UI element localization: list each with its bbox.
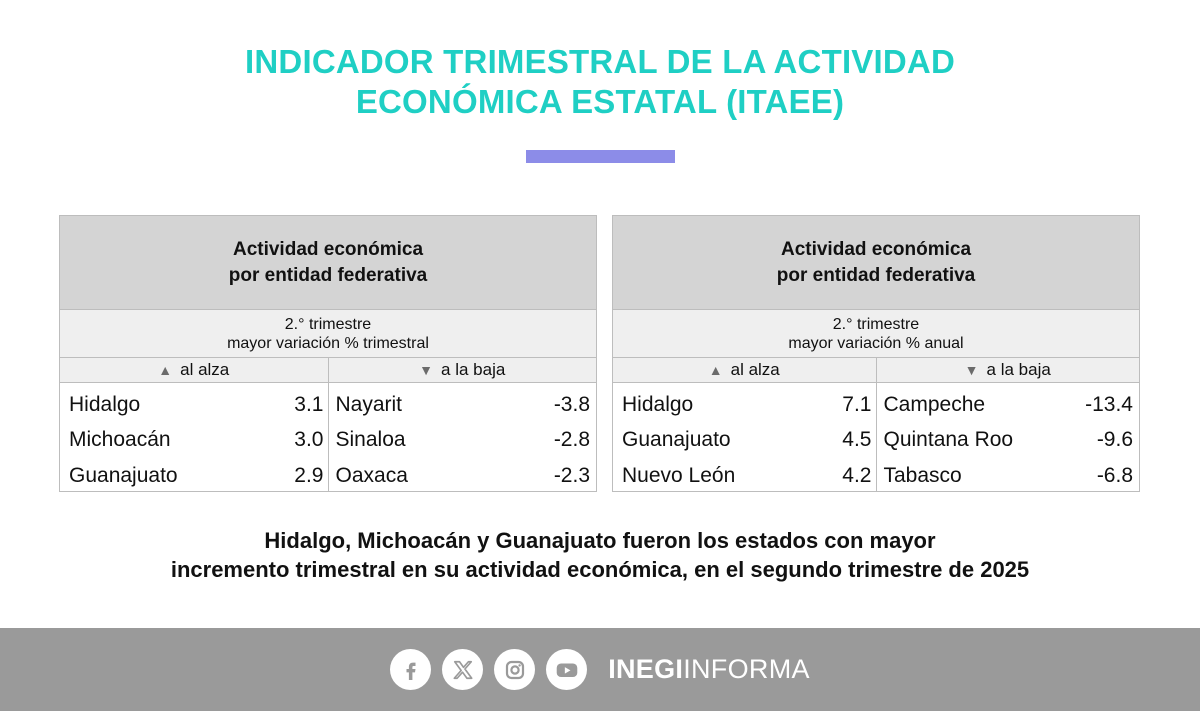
table-row: Quintana Roo -9.6 (877, 423, 1140, 459)
table-header-line-2: por entidad federativa (776, 264, 976, 286)
state-name: Hidalgo (622, 392, 694, 416)
up-column-header: ▲ al alza (60, 358, 328, 382)
table-header: Actividad económica por entidad federati… (60, 216, 596, 309)
state-value: -2.8 (553, 428, 590, 452)
data-grid: Hidalgo 7.1 Guanajuato 4.5 Nuevo León 4.… (613, 383, 1139, 491)
triangle-down-icon: ▼ (419, 362, 434, 378)
direction-row: ▲ al alza ▼ a la baja (613, 357, 1139, 383)
table-row: Hidalgo 7.1 (613, 387, 876, 423)
state-name: Hidalgo (69, 392, 141, 416)
table-row: Nuevo León 4.2 (613, 458, 876, 494)
state-value: -3.8 (553, 392, 590, 416)
state-name: Nayarit (335, 392, 403, 416)
brand-regular: INFORMA (683, 654, 810, 684)
facebook-icon[interactable] (390, 649, 432, 690)
quarterly-variation-table: Actividad económica por entidad federati… (59, 215, 597, 492)
x-icon[interactable] (442, 649, 484, 690)
up-column: Hidalgo 3.1 Michoacán 3.0 Guanajuato 2.9 (60, 383, 328, 491)
down-column: Campeche -13.4 Quintana Roo -9.6 Tabasco… (875, 383, 1140, 494)
instagram-icon[interactable] (494, 649, 536, 690)
up-label: al alza (180, 360, 230, 379)
state-value: 4.5 (842, 428, 872, 452)
state-value: 2.9 (294, 463, 324, 487)
table-header-line-1: Actividad económica (232, 238, 424, 260)
table-row: Oaxaca -2.3 (329, 458, 597, 494)
summary-note: Hidalgo, Michoacán y Guanajuato fueron l… (0, 526, 1200, 584)
state-value: -6.8 (1096, 463, 1133, 487)
state-value: -9.6 (1096, 428, 1133, 452)
down-column: Nayarit -3.8 Sinaloa -2.8 Oaxaca -2.3 (327, 383, 597, 494)
table-sub-line-2: mayor variación % trimestral (227, 334, 429, 352)
up-column: Hidalgo 7.1 Guanajuato 4.5 Nuevo León 4.… (613, 383, 876, 491)
down-column-header: ▼ a la baja (875, 358, 1140, 382)
triangle-down-icon: ▼ (964, 362, 979, 378)
state-value: -2.3 (553, 463, 590, 487)
table-row: Sinaloa -2.8 (329, 423, 597, 459)
down-label: a la baja (441, 360, 506, 379)
social-links: INEGIINFORMA (390, 649, 810, 690)
table-header-line-2: por entidad federativa (228, 264, 428, 286)
title-divider (526, 150, 675, 163)
table-sub-line-2: mayor variación % anual (788, 334, 964, 352)
direction-row: ▲ al alza ▼ a la baja (60, 357, 596, 383)
data-grid: Hidalgo 3.1 Michoacán 3.0 Guanajuato 2.9… (60, 383, 596, 491)
table-row: Campeche -13.4 (877, 387, 1140, 423)
table-sub-line-1: 2.° trimestre (832, 315, 920, 333)
state-value: 7.1 (842, 392, 872, 416)
note-line-2: incremento trimestral en su actividad ec… (170, 557, 1030, 582)
state-name: Campeche (883, 392, 986, 416)
triangle-up-icon: ▲ (158, 362, 173, 378)
table-subheader: 2.° trimestre mayor variación % trimestr… (60, 309, 596, 357)
inegi-informa-logo: INEGIINFORMA (608, 654, 810, 685)
table-sub-line-1: 2.° trimestre (284, 315, 372, 333)
triangle-up-icon: ▲ (708, 362, 723, 378)
table-header-line-1: Actividad económica (780, 238, 972, 260)
state-value: -13.4 (1085, 392, 1133, 416)
table-row: Nayarit -3.8 (329, 387, 597, 423)
state-name: Oaxaca (335, 463, 408, 487)
down-label: a la baja (986, 360, 1051, 379)
annual-variation-table: Actividad económica por entidad federati… (612, 215, 1140, 492)
state-name: Quintana Roo (883, 428, 1014, 452)
table-subheader: 2.° trimestre mayor variación % anual (613, 309, 1139, 357)
table-row: Michoacán 3.0 (60, 423, 328, 459)
title-line-2: ECONÓMICA ESTATAL (ITAEE) (355, 83, 845, 120)
page-title: INDICADOR TRIMESTRAL DE LA ACTIVIDAD ECO… (0, 42, 1200, 122)
state-name: Guanajuato (622, 428, 731, 452)
state-name: Nuevo León (622, 463, 736, 487)
footer-bar: INEGIINFORMA (0, 628, 1200, 711)
table-row: Tabasco -6.8 (877, 458, 1140, 494)
up-column-header: ▲ al alza (613, 358, 876, 382)
note-line-1: Hidalgo, Michoacán y Guanajuato fueron l… (264, 528, 936, 553)
brand-bold: INEGI (608, 654, 684, 684)
state-name: Sinaloa (335, 428, 406, 452)
down-column-header: ▼ a la baja (327, 358, 597, 382)
state-value: 3.0 (294, 428, 324, 452)
title-line-1: INDICADOR TRIMESTRAL DE LA ACTIVIDAD (245, 43, 955, 80)
table-row: Guanajuato 4.5 (613, 423, 876, 459)
state-name: Tabasco (883, 463, 962, 487)
state-value: 3.1 (294, 392, 324, 416)
state-name: Guanajuato (69, 463, 178, 487)
table-header: Actividad económica por entidad federati… (613, 216, 1139, 309)
youtube-icon[interactable] (546, 649, 588, 690)
table-row: Guanajuato 2.9 (60, 458, 328, 494)
state-value: 4.2 (842, 463, 872, 487)
up-label: al alza (730, 360, 780, 379)
table-row: Hidalgo 3.1 (60, 387, 328, 423)
state-name: Michoacán (69, 428, 171, 452)
